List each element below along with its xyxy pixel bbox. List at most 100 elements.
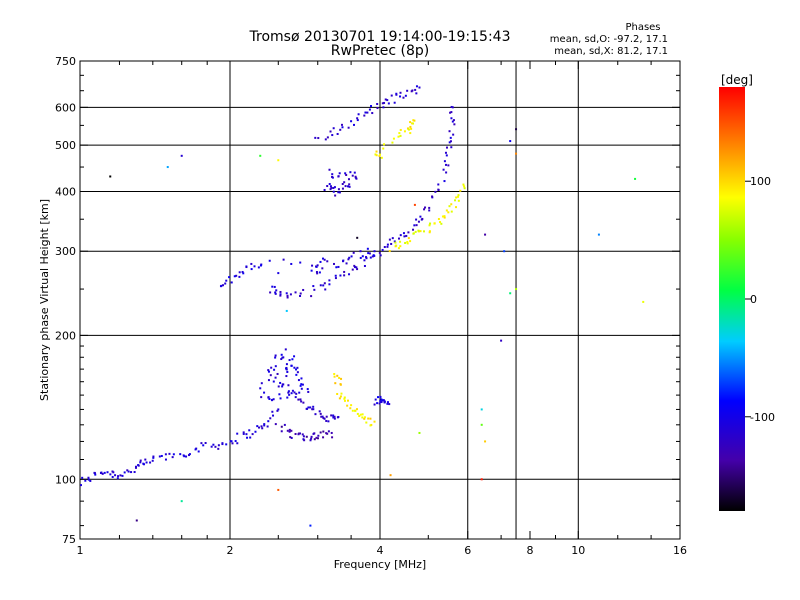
data-point <box>274 423 277 426</box>
data-point <box>331 436 334 439</box>
data-point <box>204 442 207 445</box>
data-point <box>272 414 275 417</box>
y-tick-label: 500 <box>55 139 76 152</box>
data-point <box>407 231 410 234</box>
data-point <box>306 407 309 410</box>
data-point <box>322 436 325 439</box>
data-point <box>428 209 431 212</box>
data-point <box>332 190 335 193</box>
data-point <box>277 488 280 491</box>
data-point <box>142 462 145 465</box>
data-point <box>298 432 301 435</box>
data-point <box>210 445 213 448</box>
data-point <box>293 355 296 358</box>
data-point <box>413 224 416 227</box>
data-point <box>423 208 426 211</box>
data-point <box>428 224 431 227</box>
data-point <box>410 127 413 130</box>
y-tick-label: 750 <box>55 55 76 68</box>
data-point <box>419 215 422 218</box>
data-point <box>323 417 326 420</box>
data-point <box>399 245 402 248</box>
data-point <box>224 282 227 285</box>
data-point <box>402 96 405 99</box>
data-point <box>287 391 290 394</box>
data-point <box>341 126 344 129</box>
data-point <box>382 147 385 150</box>
data-point <box>212 443 215 446</box>
data-point <box>414 88 417 91</box>
data-point <box>443 160 446 163</box>
data-point <box>350 120 353 123</box>
data-point <box>280 353 283 356</box>
x-tick-label: 8 <box>527 544 534 557</box>
data-point <box>397 247 400 250</box>
data-point <box>515 152 518 155</box>
data-point <box>288 359 291 362</box>
data-point <box>409 121 412 124</box>
data-point <box>354 266 357 269</box>
data-point <box>450 111 453 114</box>
data-point <box>310 435 313 438</box>
data-point <box>336 374 339 377</box>
data-point <box>346 399 349 402</box>
data-point <box>300 383 303 386</box>
data-point <box>279 397 282 400</box>
data-point <box>269 291 272 294</box>
data-point <box>274 354 277 357</box>
data-point <box>347 258 350 261</box>
data-point <box>246 436 249 439</box>
data-point <box>277 272 280 275</box>
data-point <box>341 260 344 263</box>
data-point <box>384 98 387 101</box>
data-point <box>429 222 432 225</box>
data-point <box>355 266 358 269</box>
data-point <box>315 265 318 268</box>
data-point <box>139 459 142 462</box>
data-point <box>309 524 312 527</box>
data-point <box>381 248 384 251</box>
data-point <box>412 232 415 235</box>
data-point <box>123 471 126 474</box>
data-point <box>323 188 326 191</box>
data-point <box>275 289 278 292</box>
data-point <box>462 183 465 186</box>
data-point <box>93 471 96 474</box>
data-point <box>378 251 381 254</box>
data-point <box>409 132 412 135</box>
data-point <box>152 456 155 459</box>
data-point <box>197 450 200 453</box>
data-point <box>285 375 288 378</box>
data-point <box>369 424 372 427</box>
data-point <box>459 189 462 192</box>
data-point <box>391 141 394 144</box>
data-point <box>409 240 412 243</box>
data-point <box>377 396 380 399</box>
data-point <box>413 203 416 206</box>
data-point <box>434 190 437 193</box>
data-point <box>383 143 386 146</box>
data-point <box>229 440 232 443</box>
data-point <box>233 275 236 278</box>
data-point <box>145 461 148 464</box>
data-point <box>445 146 448 149</box>
data-point <box>356 412 359 415</box>
data-point <box>343 270 346 273</box>
data-point <box>311 408 314 411</box>
y-axis: 75 100 200 300 400 500 600 750 <box>55 55 680 546</box>
data-point <box>311 264 314 267</box>
data-point <box>450 203 453 206</box>
data-point <box>415 85 418 88</box>
data-point <box>230 440 233 443</box>
data-point <box>130 471 133 474</box>
data-point <box>386 243 389 246</box>
data-point <box>379 254 382 257</box>
data-point <box>267 420 270 423</box>
data-point <box>301 383 304 386</box>
data-point <box>390 242 393 245</box>
data-point <box>333 372 336 375</box>
data-point <box>263 391 266 394</box>
data-point <box>221 443 224 446</box>
data-point <box>299 261 302 264</box>
data-point <box>345 262 348 265</box>
